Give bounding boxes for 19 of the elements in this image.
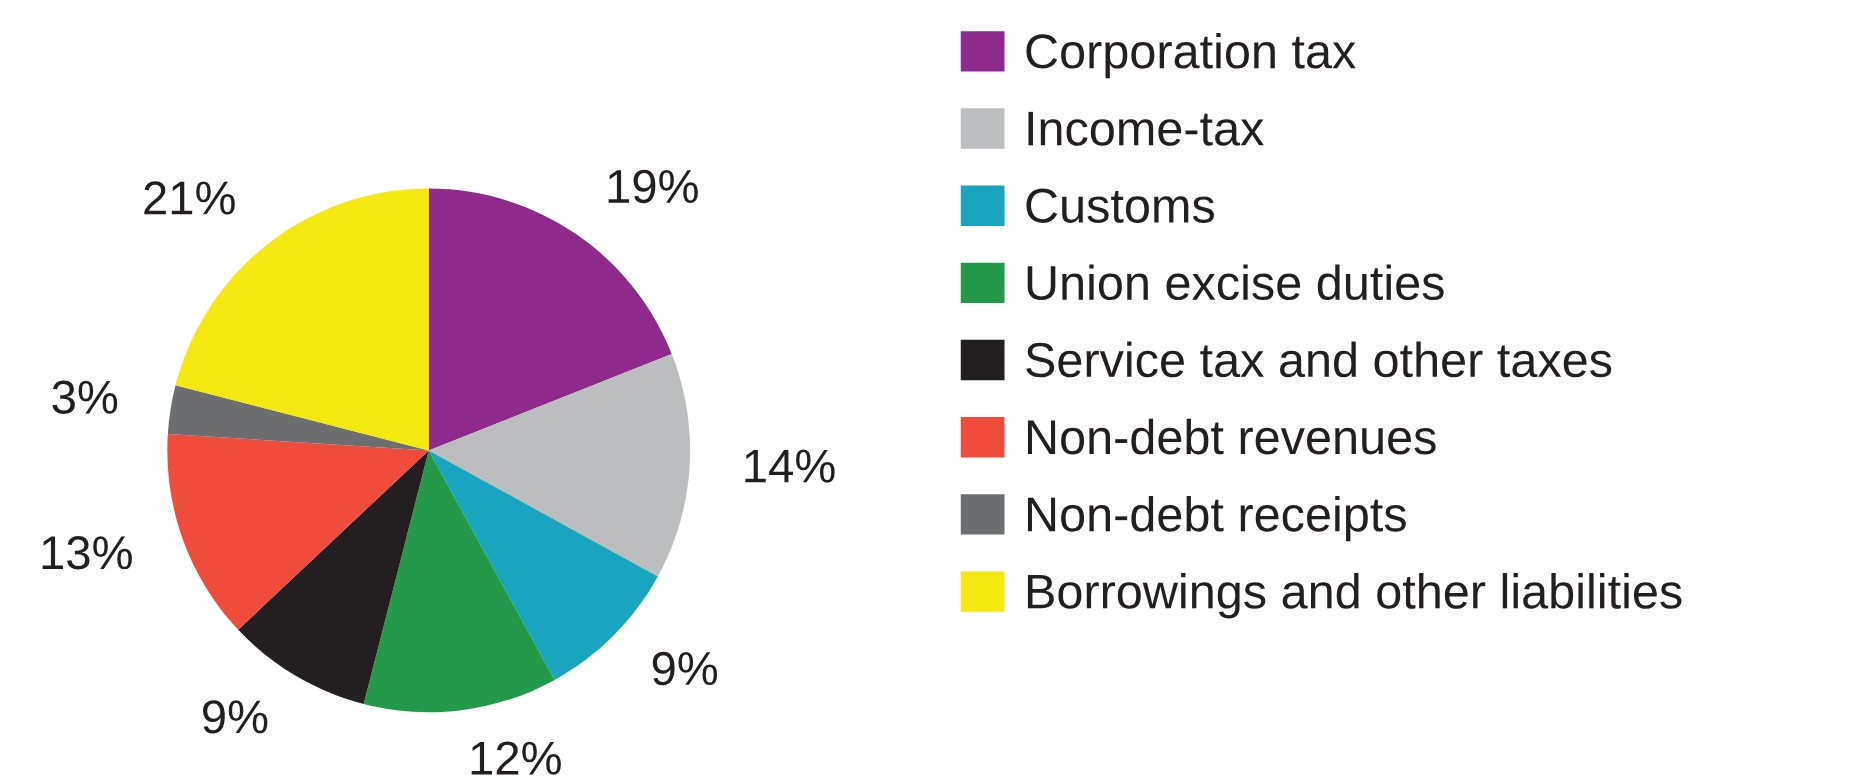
data-label: 19% bbox=[608, 169, 698, 204]
data-label: 21% bbox=[144, 181, 235, 215]
data-label: 3% bbox=[52, 380, 118, 414]
legend-label: Customs bbox=[1026, 188, 1214, 223]
data-label: 9% bbox=[203, 700, 268, 734]
pie-slice bbox=[428, 354, 691, 577]
legend-label: Service tax and other taxes bbox=[1026, 341, 1612, 378]
legend-label: Borrowings and other liabilities bbox=[1027, 573, 1682, 619]
legend-label: Corporation tax bbox=[1026, 32, 1356, 79]
pie-slice bbox=[363, 450, 555, 713]
legend-label: Union excise duties bbox=[1027, 264, 1444, 301]
legend-label: Income-tax bbox=[1028, 111, 1264, 146]
data-label: 9% bbox=[652, 651, 718, 686]
legend-label: Non-debt receipts bbox=[1027, 495, 1406, 542]
data-label: 14% bbox=[745, 449, 835, 483]
legend-label: Non-debt revenues bbox=[1027, 418, 1436, 455]
pie-slice bbox=[167, 433, 429, 630]
data-label: 12% bbox=[471, 741, 561, 775]
data-label: 13% bbox=[42, 536, 132, 570]
